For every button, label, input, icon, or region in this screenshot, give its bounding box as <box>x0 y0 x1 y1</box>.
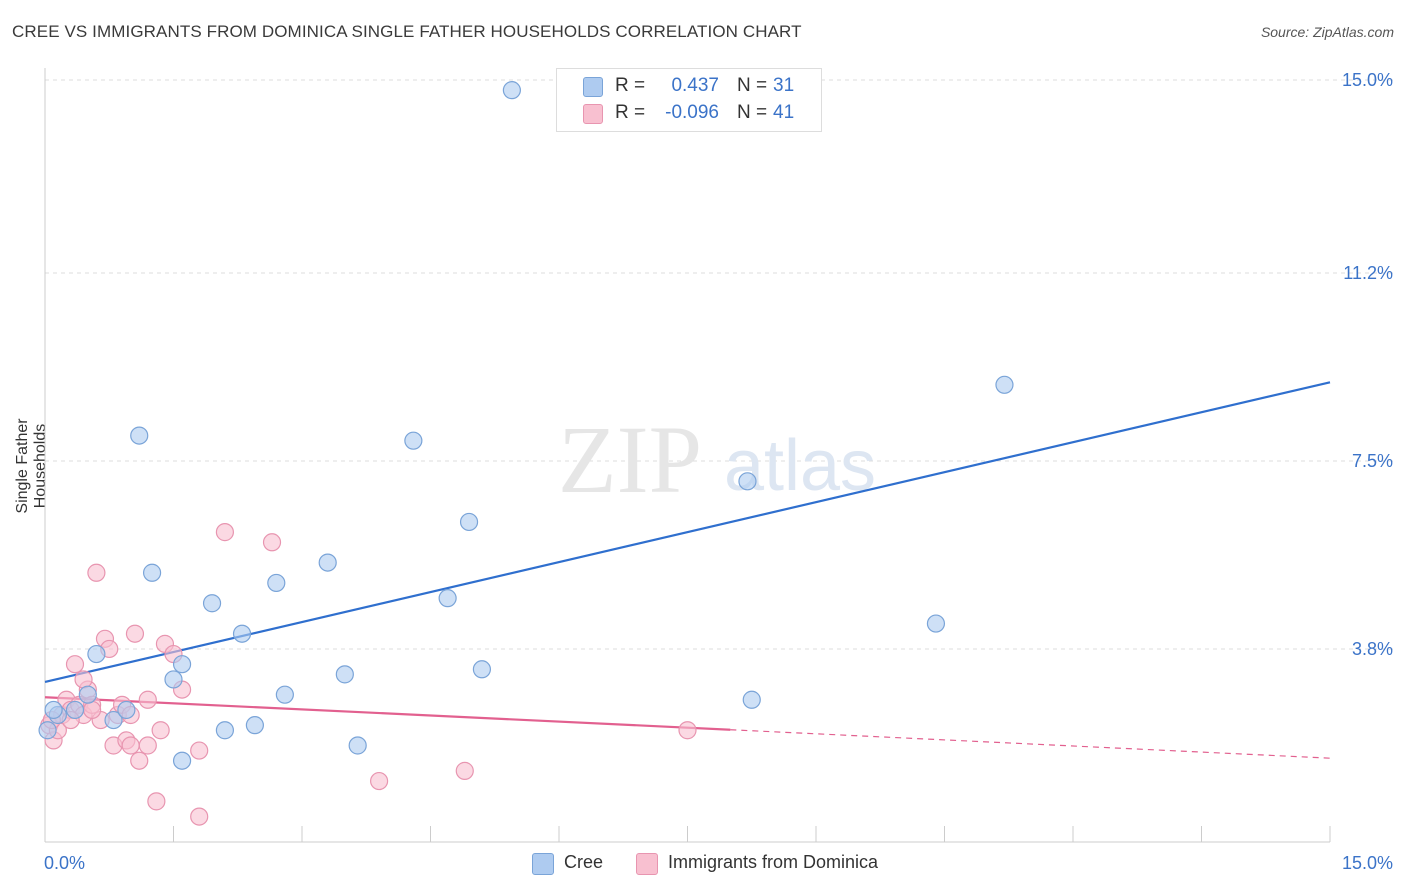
dominica-point <box>151 721 170 740</box>
cree-point <box>404 431 423 450</box>
y-tick-label: 7.5% <box>1352 451 1393 471</box>
cree-point <box>995 375 1014 394</box>
dominica-trend-extension <box>730 729 1331 759</box>
dominica-point <box>190 807 209 826</box>
legend-label-dominica: Immigrants from Dominica <box>668 852 879 872</box>
dominica-point <box>65 655 85 674</box>
dominica-swatch <box>583 104 603 124</box>
y-tick-label: 15.0% <box>1342 70 1393 90</box>
cree-trend-line <box>44 381 1331 684</box>
cree-point <box>87 644 106 664</box>
cree-point <box>267 573 286 593</box>
chart-title: CREE VS IMMIGRANTS FROM DOMINICA SINGLE … <box>12 22 802 41</box>
dominica-point <box>215 523 234 542</box>
r-label: R = <box>615 75 646 96</box>
cree-point <box>742 690 761 709</box>
cree-point <box>44 700 63 720</box>
cree-point <box>215 721 234 740</box>
dominica-swatch <box>636 853 658 875</box>
n-value: 41 <box>773 102 795 123</box>
x-tick-label: 0.0% <box>44 853 85 873</box>
cree-point <box>164 670 183 689</box>
data-points <box>38 81 1014 826</box>
dominica-point <box>370 771 389 791</box>
source-credit: Source: ZipAtlas.com <box>1260 24 1394 40</box>
legend-row-dominica: R = -0.096 N = 41 <box>557 101 821 127</box>
r-label: R = <box>615 102 646 123</box>
cree-point <box>335 665 354 684</box>
cree-point <box>38 721 57 740</box>
y-tick-label: 11.2% <box>1343 263 1393 283</box>
dominica-point <box>262 533 282 552</box>
dominica-point <box>190 741 209 760</box>
cree-point <box>104 710 123 730</box>
dominica-point <box>87 563 106 582</box>
cree-point <box>172 751 192 770</box>
cree-point <box>78 685 97 704</box>
dominica-point <box>74 670 93 689</box>
dominica-point <box>455 761 474 780</box>
dominica-point <box>138 736 157 755</box>
dominica-point <box>121 736 140 755</box>
tick-labels: 3.8% 7.5% 11.2% 15.0% 0.0% 15.0% <box>44 70 1393 873</box>
n-label: N = <box>737 75 768 96</box>
cree-point <box>130 426 149 445</box>
cree-point <box>926 614 946 633</box>
gridlines <box>45 79 1395 650</box>
cree-point <box>459 512 479 532</box>
y-tick-label: 3.8% <box>1352 639 1393 659</box>
dominica-point <box>147 792 166 811</box>
axes <box>44 68 1331 843</box>
cree-point <box>232 624 252 643</box>
legend-label-cree: Cree <box>564 852 604 872</box>
cree-point <box>438 589 457 608</box>
cree-point <box>142 563 162 582</box>
cree-point <box>738 472 757 491</box>
dominica-point <box>125 624 145 643</box>
r-value: 0.437 <box>671 75 719 96</box>
dominica-point <box>138 690 157 709</box>
cree-point <box>245 716 264 735</box>
cree-swatch <box>583 77 603 97</box>
dominica-point <box>678 721 697 740</box>
watermark: ZIP atlas <box>558 406 876 513</box>
dominica-trend-line <box>44 696 731 731</box>
cree-point <box>65 700 85 720</box>
dominica-point <box>83 700 102 720</box>
correlation-legend: R = 0.437 N = 31 R = -0.096 N = 41 <box>556 68 822 132</box>
dominica-point <box>130 751 149 770</box>
cree-point <box>172 655 192 674</box>
n-value: 31 <box>773 75 795 96</box>
cree-point <box>348 736 367 755</box>
watermark-zip: ZIP <box>558 406 702 513</box>
x-tick-label: 15.0% <box>1342 853 1393 873</box>
cree-point <box>117 700 136 720</box>
cree-point <box>318 553 337 572</box>
series-legend: Cree Immigrants from Dominica <box>0 852 1406 878</box>
n-label: N = <box>737 102 768 123</box>
cree-point <box>502 81 521 100</box>
cree-point <box>202 594 222 613</box>
cree-swatch <box>532 853 554 875</box>
r-value: -0.096 <box>665 102 719 123</box>
cree-point <box>472 660 491 679</box>
cree-point <box>275 685 294 704</box>
watermark-atlas: atlas <box>724 426 876 506</box>
legend-row-cree: R = 0.437 N = 31 <box>557 74 821 100</box>
trend-lines <box>44 381 1331 759</box>
